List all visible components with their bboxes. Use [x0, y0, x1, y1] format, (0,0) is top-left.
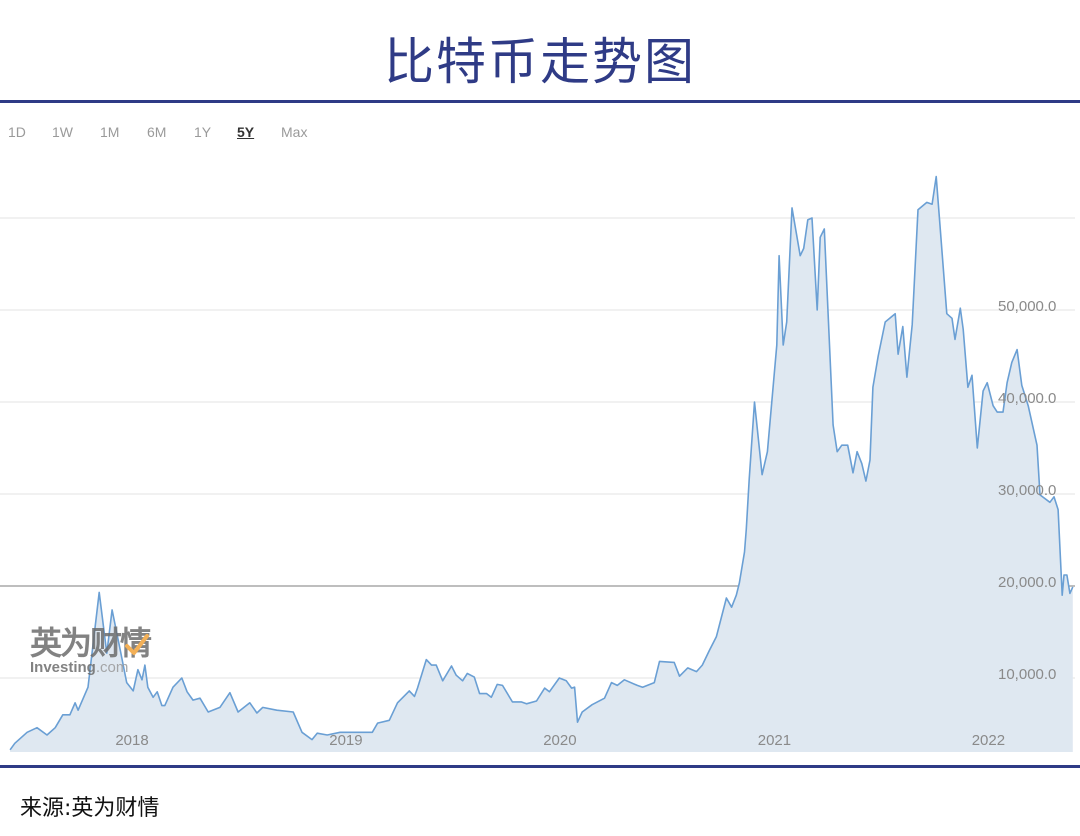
price-area [10, 176, 1073, 753]
checkmark-icon [125, 634, 149, 655]
tab-1d[interactable]: 1D [8, 124, 26, 140]
tab-1m[interactable]: 1M [100, 124, 120, 140]
tab-max[interactable]: Max [281, 124, 308, 140]
tab-6m[interactable]: 6M [147, 124, 167, 140]
y-tick-label: 50,000.0 [998, 298, 1056, 315]
top-divider [0, 100, 1080, 103]
price-line [9, 175, 1074, 751]
x-tick-label: 2022 [972, 732, 1005, 749]
y-tick-label: 20,000.0 [998, 574, 1056, 591]
watermark-en: Investing.com [30, 659, 129, 676]
y-tick-label: 30,000.0 [998, 482, 1056, 499]
tab-5y[interactable]: 5Y [237, 124, 255, 140]
y-tick-label: 10,000.0 [998, 666, 1056, 683]
watermark-cn: 英为财情 [30, 624, 152, 662]
source-note: 来源:英为财情 [20, 796, 160, 821]
page-title: 比特币走势图 [384, 33, 696, 91]
x-tick-label: 2018 [115, 732, 148, 749]
x-tick-label: 2020 [543, 732, 576, 749]
x-tick-label: 2019 [329, 732, 362, 749]
x-tick-label: 2021 [758, 732, 791, 749]
tab-1w[interactable]: 1W [52, 124, 73, 140]
investing-watermark-logo: 英为财情 Investing.com [30, 624, 152, 676]
tab-1y[interactable]: 1Y [194, 124, 212, 140]
y-tick-label: 40,000.0 [998, 390, 1056, 407]
bottom-divider [0, 765, 1080, 768]
